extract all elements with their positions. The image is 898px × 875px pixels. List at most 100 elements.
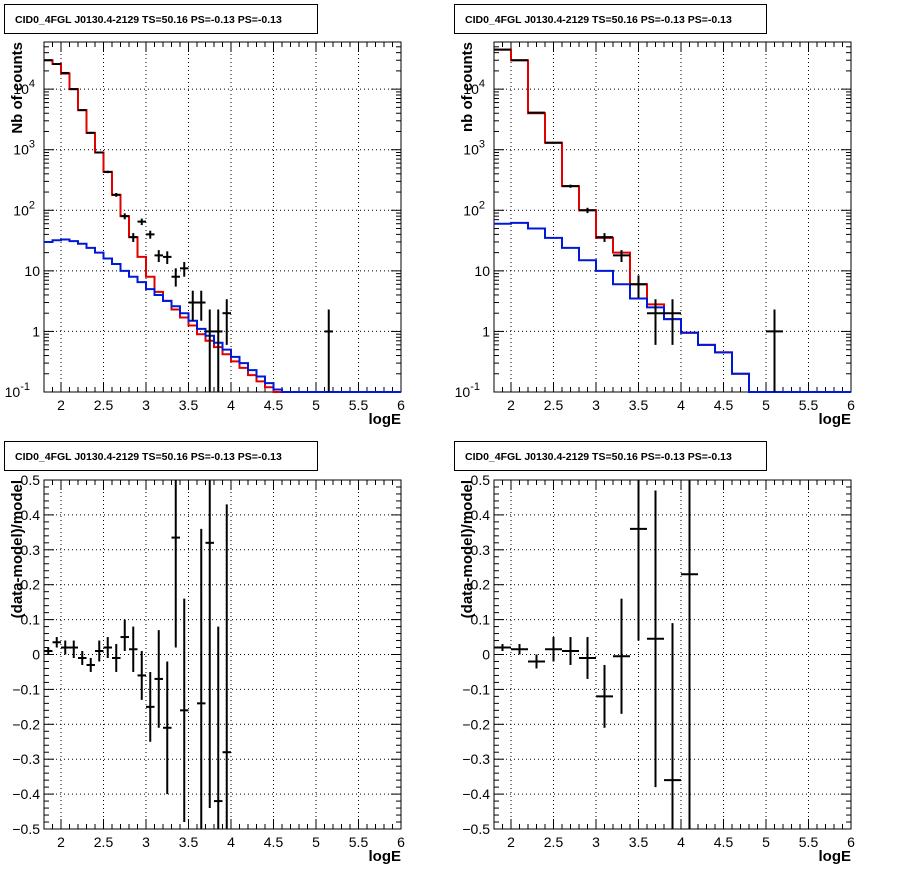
data-point	[664, 623, 681, 829]
x-tick-label: 5	[762, 397, 770, 413]
data-point	[562, 637, 579, 665]
x-tick-label: 2.5	[94, 397, 114, 413]
x-tick-label: 4.5	[264, 397, 284, 413]
data-point	[137, 218, 146, 226]
model-step-line-component_model	[494, 221, 851, 393]
axis-ticks	[43, 479, 402, 830]
plot-4: 2 2.5 3 3.5 4 4.5 5 5.5 6 −0.5 −0.4 −0.3 −0.2 −0.1 0 0.…	[459, 472, 855, 865]
x-tick-label: 5.5	[799, 397, 819, 413]
data-point	[95, 640, 104, 662]
y-tick-label-exponent: 3	[29, 139, 35, 151]
x-tick-label: 6	[847, 834, 855, 850]
data-point	[579, 207, 596, 214]
data-point	[664, 299, 681, 345]
y-tick-label-exponent: -1	[20, 381, 30, 393]
x-tick-label: 5.5	[349, 834, 369, 850]
data-point	[324, 309, 333, 392]
data-point	[545, 637, 562, 662]
x-tick-label: 2	[507, 834, 515, 850]
data-point	[95, 151, 104, 154]
data-point	[154, 250, 163, 263]
data-point	[647, 299, 664, 345]
data-point	[681, 480, 698, 829]
data-point	[647, 490, 664, 788]
x-tick-label: 3.5	[179, 834, 199, 850]
data-point	[562, 184, 579, 188]
model-step-line-component_model	[44, 238, 401, 393]
data-points	[494, 480, 698, 829]
data-point	[120, 213, 129, 220]
panel-2-title: CID0_4FGL J0130.4-2129 TS=50.16 PS=-0.13…	[454, 4, 767, 34]
y-tick-label-exponent: 3	[479, 139, 485, 151]
axis-ticks	[43, 41, 402, 393]
x-tick-label: 3.5	[629, 397, 649, 413]
y-tick-label-exponent: 2	[479, 199, 485, 211]
y-tick-label: 102	[13, 199, 35, 218]
data-point	[154, 630, 163, 728]
data-point	[197, 528, 206, 829]
data-point	[494, 644, 511, 652]
panel-3-title: CID0_4FGL J0130.4-2129 TS=50.16 PS=-0.13…	[4, 441, 318, 471]
data-point	[171, 480, 180, 648]
y-tick-label: 0	[32, 647, 40, 663]
x-tick-label: 2	[57, 397, 65, 413]
plot-frame	[43, 41, 402, 393]
x-tick-label: 4	[227, 397, 235, 413]
data-point	[78, 651, 87, 665]
y-tick-label: 102	[463, 199, 485, 218]
y-tick-label: 0	[482, 647, 490, 663]
y-tick-label: 103	[463, 139, 485, 158]
y-tick-label: −0.4	[462, 786, 490, 802]
x-axis-label: logE	[369, 411, 402, 428]
x-tick-label: 4.5	[264, 834, 284, 850]
x-tick-label: 5	[312, 834, 320, 850]
grid	[44, 42, 401, 392]
data-point	[766, 309, 783, 392]
data-point	[197, 290, 206, 321]
data-point	[61, 71, 70, 74]
x-tick-label: 3	[142, 834, 150, 850]
data-point	[579, 637, 596, 679]
y-tick-label: −0.4	[12, 786, 40, 802]
x-tick-label: 6	[397, 397, 405, 413]
x-tick-label: 2	[507, 397, 515, 413]
y-tick-label: 0.4	[471, 507, 491, 523]
y-tick-label: −0.5	[12, 821, 40, 837]
data-point	[86, 131, 95, 134]
y-tick-label: 0.5	[471, 472, 491, 488]
data-point	[69, 640, 78, 658]
x-tick-label: 5	[312, 397, 320, 413]
plot-3: 2 2.5 3 3.5 4 4.5 5 5.5 6 −0.5 −0.4 −0.3 −0.2 −0.1 0 0.…	[9, 472, 405, 865]
data-point	[112, 644, 121, 672]
data-point	[146, 671, 155, 742]
x-tick-label: 4	[677, 834, 685, 850]
data-point	[205, 480, 214, 809]
y-tick-label: 1	[32, 323, 40, 339]
panel-1-title: CID0_4FGL J0130.4-2129 TS=50.16 PS=-0.13…	[4, 4, 318, 34]
data-point	[103, 170, 112, 174]
x-axis-label: logE	[819, 411, 852, 428]
data-point	[69, 88, 78, 91]
y-axis-label: nb of counts	[459, 42, 476, 132]
data-point	[613, 598, 630, 714]
y-tick-label: −0.2	[12, 716, 40, 732]
y-tick-label: 0.2	[21, 577, 41, 593]
data-point	[120, 619, 129, 652]
y-tick-label-exponent: 4	[29, 78, 35, 90]
data-point	[630, 480, 647, 641]
data-point	[78, 109, 87, 112]
y-tick-label: 10-1	[455, 381, 480, 400]
y-tick-label: 10-1	[5, 381, 30, 400]
y-tick-label: −0.5	[462, 821, 490, 837]
data-point	[146, 230, 155, 239]
x-axis-label: logE	[819, 848, 852, 865]
x-tick-label: 6	[397, 834, 405, 850]
data-point	[545, 141, 562, 144]
x-tick-label: 2	[57, 834, 65, 850]
plot-1: 2 2.5 3 3.5 4 4.5 5 5.5 610-1110102103104logENb …	[5, 41, 405, 428]
data-point	[630, 275, 647, 298]
data-points	[44, 480, 231, 829]
y-tick-label: 0.3	[21, 542, 41, 558]
x-tick-label: 3	[142, 397, 150, 413]
axis-ticks	[493, 41, 852, 393]
